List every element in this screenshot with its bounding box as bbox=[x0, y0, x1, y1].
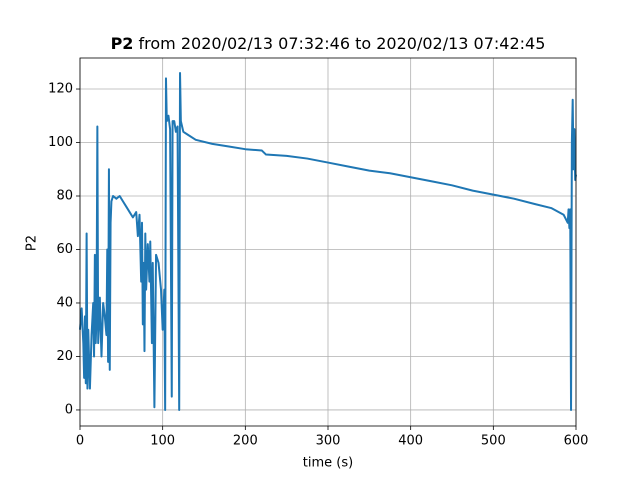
y-tick-label: 80 bbox=[56, 189, 73, 204]
y-tick-label: 60 bbox=[56, 242, 73, 257]
y-tick-label: 120 bbox=[48, 82, 73, 97]
x-tick-label: 0 bbox=[76, 434, 84, 449]
x-tick-label: 500 bbox=[481, 434, 506, 449]
x-tick-label: 100 bbox=[150, 434, 175, 449]
x-tick-label: 200 bbox=[233, 434, 258, 449]
y-tick-label: 20 bbox=[56, 349, 73, 364]
y-axis-label: P2 bbox=[25, 235, 40, 251]
x-tick-label: 300 bbox=[316, 434, 341, 449]
y-tick-label: 0 bbox=[65, 402, 73, 417]
y-tick-label: 40 bbox=[56, 295, 73, 310]
x-axis-label: time (s) bbox=[303, 456, 353, 471]
title-name: P2 bbox=[111, 34, 134, 53]
y-tick-label: 100 bbox=[48, 135, 73, 150]
x-tick-label: 600 bbox=[564, 434, 589, 449]
axes-frame bbox=[79, 57, 577, 427]
x-tick-label: 400 bbox=[398, 434, 423, 449]
title-text: from 2020/02/13 07:32:46 to 2020/02/13 0… bbox=[139, 34, 546, 53]
data-line bbox=[79, 71, 577, 411]
chart-title: P2 from 2020/02/13 07:32:46 to 2020/02/1… bbox=[111, 34, 546, 53]
